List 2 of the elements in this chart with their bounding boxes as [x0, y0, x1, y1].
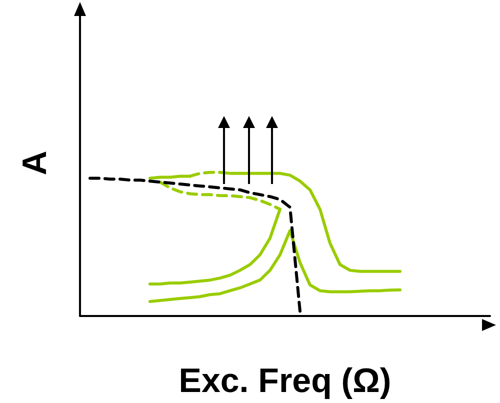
- x-axis-title: Exc. Freq (Ω): [178, 362, 392, 400]
- y-axis-title: A: [16, 150, 54, 176]
